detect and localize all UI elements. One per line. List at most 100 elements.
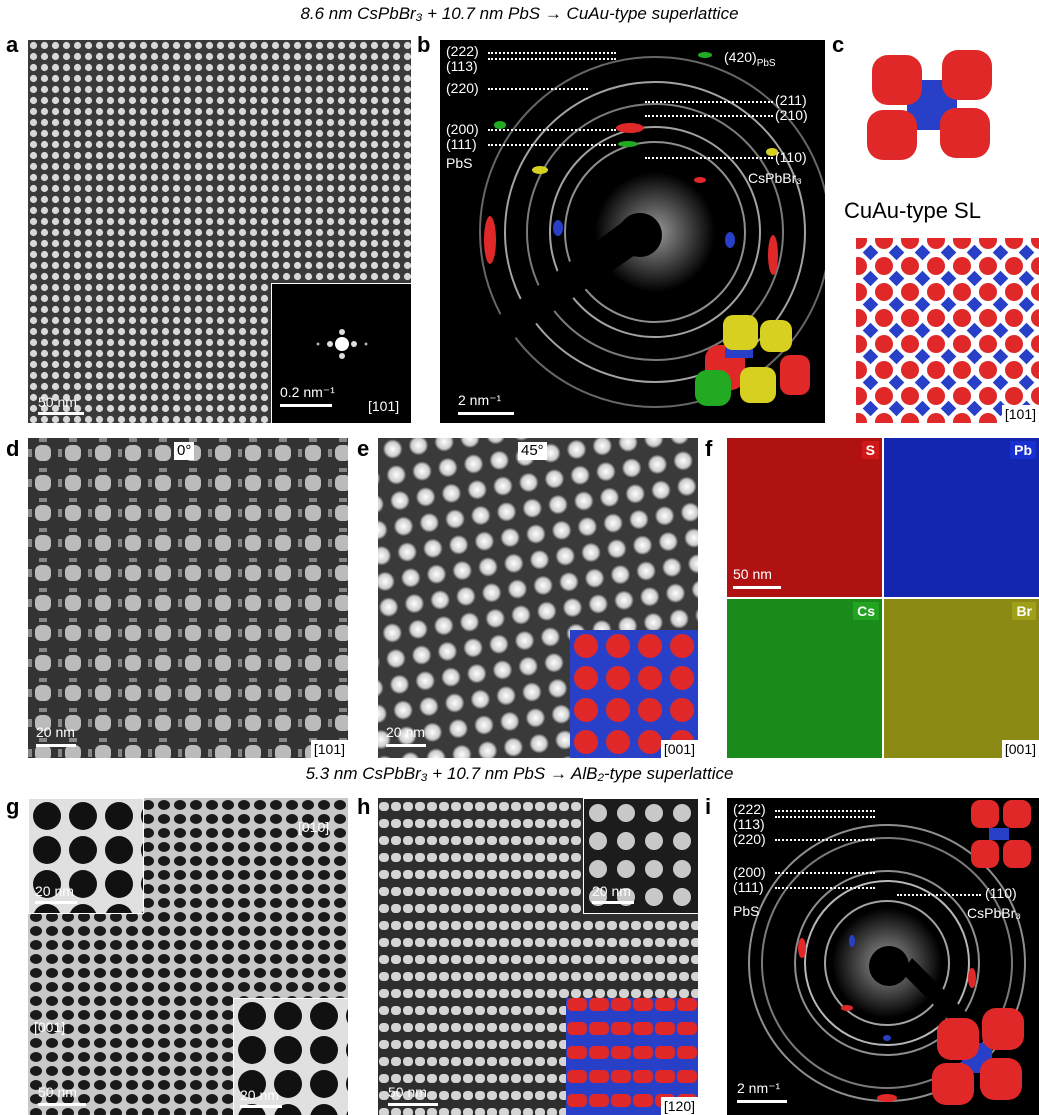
panel-i-line-110 bbox=[897, 894, 981, 896]
panel-b-pbs-222: (222) bbox=[446, 43, 479, 59]
panel-b-line-111 bbox=[488, 144, 616, 146]
panel-e-zone-axis: [001] bbox=[660, 740, 698, 758]
panel-h-zone-axis: [120] bbox=[660, 1097, 698, 1115]
panel-g-zone-001: [001] bbox=[34, 1019, 66, 1035]
panel-i-cspbbr3-label: CsPbBr₃ bbox=[967, 905, 1021, 921]
panel-e-model-inset: [001] bbox=[570, 630, 698, 758]
panel-i-line-113 bbox=[775, 816, 875, 818]
panel-b-line-222 bbox=[488, 52, 616, 54]
panel-i-scalebar-label: 2 nm⁻¹ bbox=[737, 1080, 781, 1096]
panel-b-line-211 bbox=[645, 101, 773, 103]
panel-i-line-220 bbox=[775, 839, 875, 841]
top-title: 8.6 nm CsPbBr₃ + 10.7 nm PbS → CuAu-type… bbox=[300, 4, 739, 23]
panel-b-pbs-220: (220) bbox=[446, 80, 479, 96]
map-br-label: Br bbox=[1012, 602, 1036, 620]
panel-b-pbs-420-label: (420) bbox=[724, 49, 757, 65]
panel-label-h: h bbox=[357, 794, 371, 819]
panel-b-pbs-420-sub: PbS bbox=[756, 57, 776, 69]
panel-f-edx-maps: S 50 nm Pb Cs Br [001] bbox=[727, 438, 1039, 758]
panel-g-scalebar bbox=[38, 1103, 86, 1106]
map-s: S 50 nm bbox=[727, 438, 882, 597]
panel-h-inset-scalebar-label: 20 nm bbox=[592, 883, 631, 899]
panel-b-pbs-200: (200) bbox=[446, 121, 479, 137]
panel-d-zone-axis: [101] bbox=[310, 740, 348, 758]
map-s-label: S bbox=[861, 441, 879, 459]
panel-i-pbs-113: (113) bbox=[733, 816, 765, 832]
panel-g-inset-top-scalebar-label: 20 nm bbox=[35, 883, 74, 899]
panel-g-scalebar-label: 50 nm bbox=[38, 1084, 77, 1100]
panel-g-inset-top: 20 nm bbox=[28, 798, 144, 914]
panel-e-scalebar bbox=[386, 744, 426, 747]
panel-i-line-222 bbox=[775, 810, 875, 812]
panel-i-scalebar bbox=[737, 1100, 787, 1103]
map-pb-label: Pb bbox=[1010, 441, 1036, 459]
panel-i-pbs-label: PbS bbox=[733, 903, 760, 919]
panel-h-model-inset: [120] bbox=[566, 998, 698, 1115]
panel-label-c: c bbox=[832, 32, 845, 57]
panel-f-scalebar bbox=[733, 586, 781, 589]
map-cs: Cs bbox=[727, 599, 882, 758]
panel-d-scalebar bbox=[36, 744, 76, 747]
panel-c-unit-cell-model bbox=[862, 40, 1002, 170]
panel-h-tem-image: 20 nm [120] 50 nm bbox=[378, 798, 698, 1115]
map-br: Br [001] bbox=[884, 599, 1039, 758]
panel-b-line-220 bbox=[488, 88, 588, 90]
panel-b-line-200 bbox=[488, 129, 616, 131]
map-pb: Pb bbox=[884, 438, 1039, 597]
panel-i-pbs-220: (220) bbox=[733, 831, 766, 847]
panel-b-cspbbr3-211: (211) bbox=[775, 92, 807, 108]
panel-b-scalebar bbox=[458, 412, 514, 415]
panel-a-scalebar-label: 50 nm bbox=[38, 394, 77, 410]
panel-label-i: i bbox=[705, 794, 712, 819]
panel-g-inset-bottom-scalebar-label: 20 nm bbox=[240, 1087, 279, 1103]
panel-i-pbs-200: (200) bbox=[733, 864, 766, 880]
panel-b-pbs-111: (111) bbox=[446, 136, 477, 152]
panel-b-cspbbr3-label: CsPbBr₃ bbox=[748, 170, 802, 186]
panel-b-pbs-label: PbS bbox=[446, 155, 473, 171]
panel-a-inset-scalebar bbox=[280, 404, 332, 407]
panel-c-caption: CuAu-type SL bbox=[844, 198, 981, 223]
panel-b-pbs-113: (113) bbox=[446, 58, 478, 74]
panel-c-zone-axis: [101] bbox=[1001, 405, 1039, 423]
panel-f-zone-axis: [001] bbox=[1001, 740, 1039, 758]
panel-d-scalebar-label: 20 nm bbox=[36, 724, 75, 740]
panel-i-line-111 bbox=[775, 887, 875, 889]
panel-b-line-113 bbox=[488, 58, 616, 60]
map-cs-label: Cs bbox=[853, 602, 879, 620]
panel-g-inset-top-scalebar bbox=[35, 901, 77, 904]
panel-label-b: b bbox=[417, 32, 431, 57]
panel-e-angle: 45° bbox=[518, 442, 547, 460]
panel-h-scalebar-label: 50 nm bbox=[388, 1084, 427, 1100]
panel-b-cspbbr3-110: (110) bbox=[775, 149, 807, 165]
panel-g-inset-bottom: 20 nm bbox=[233, 998, 348, 1115]
panel-label-e: e bbox=[357, 436, 370, 461]
panel-h-scalebar bbox=[388, 1103, 438, 1106]
panel-d-angle: 0° bbox=[174, 442, 195, 460]
panel-h-inset-scalebar bbox=[592, 901, 634, 904]
panel-h-inset: 20 nm bbox=[583, 798, 698, 914]
panel-i-cspbbr3-110: (110) bbox=[985, 885, 1017, 901]
panel-a-fft-inset: 0.2 nm⁻¹ [101] bbox=[271, 283, 411, 423]
panel-label-f: f bbox=[705, 436, 713, 461]
panel-i-pbs-111: (111) bbox=[733, 879, 764, 895]
panel-f-scalebar-label: 50 nm bbox=[733, 566, 772, 582]
panel-e-scalebar-label: 20 nm bbox=[386, 724, 425, 740]
panel-g-tem-image: 20 nm [010] [001] 20 nm 50 nm bbox=[28, 798, 348, 1115]
panel-b-pbs-420: (420)PbS bbox=[724, 50, 776, 71]
panel-b-line-210 bbox=[645, 115, 773, 117]
panel-c-lattice-model: [101] bbox=[856, 238, 1039, 423]
panel-i-pbs-222: (222) bbox=[733, 801, 766, 817]
panel-e-tem-image: 45° [001] 20 nm bbox=[378, 438, 698, 758]
panel-i-saed-pattern: (222) (113) (220) (200) (111) PbS (110) … bbox=[727, 798, 1039, 1115]
panel-a-inset-scalebar-label: 0.2 nm⁻¹ bbox=[280, 384, 335, 400]
panel-a-zone-axis: [101] bbox=[368, 398, 400, 414]
panel-b-saed-pattern: (222) (113) (220) (200) (111) PbS (420)P… bbox=[440, 40, 825, 423]
panel-label-g: g bbox=[6, 794, 20, 819]
panel-b-cspbbr3-210: (210) bbox=[775, 107, 808, 123]
panel-i-line-200 bbox=[775, 872, 875, 874]
panel-a-scalebar bbox=[38, 412, 84, 415]
panel-b-line-110 bbox=[645, 157, 773, 159]
bottom-title: 5.3 nm CsPbBr₃ + 10.7 nm PbS → AlB₂-type… bbox=[305, 764, 734, 783]
panel-g-zone-010: [010] bbox=[298, 819, 330, 835]
panel-label-d: d bbox=[6, 436, 20, 461]
